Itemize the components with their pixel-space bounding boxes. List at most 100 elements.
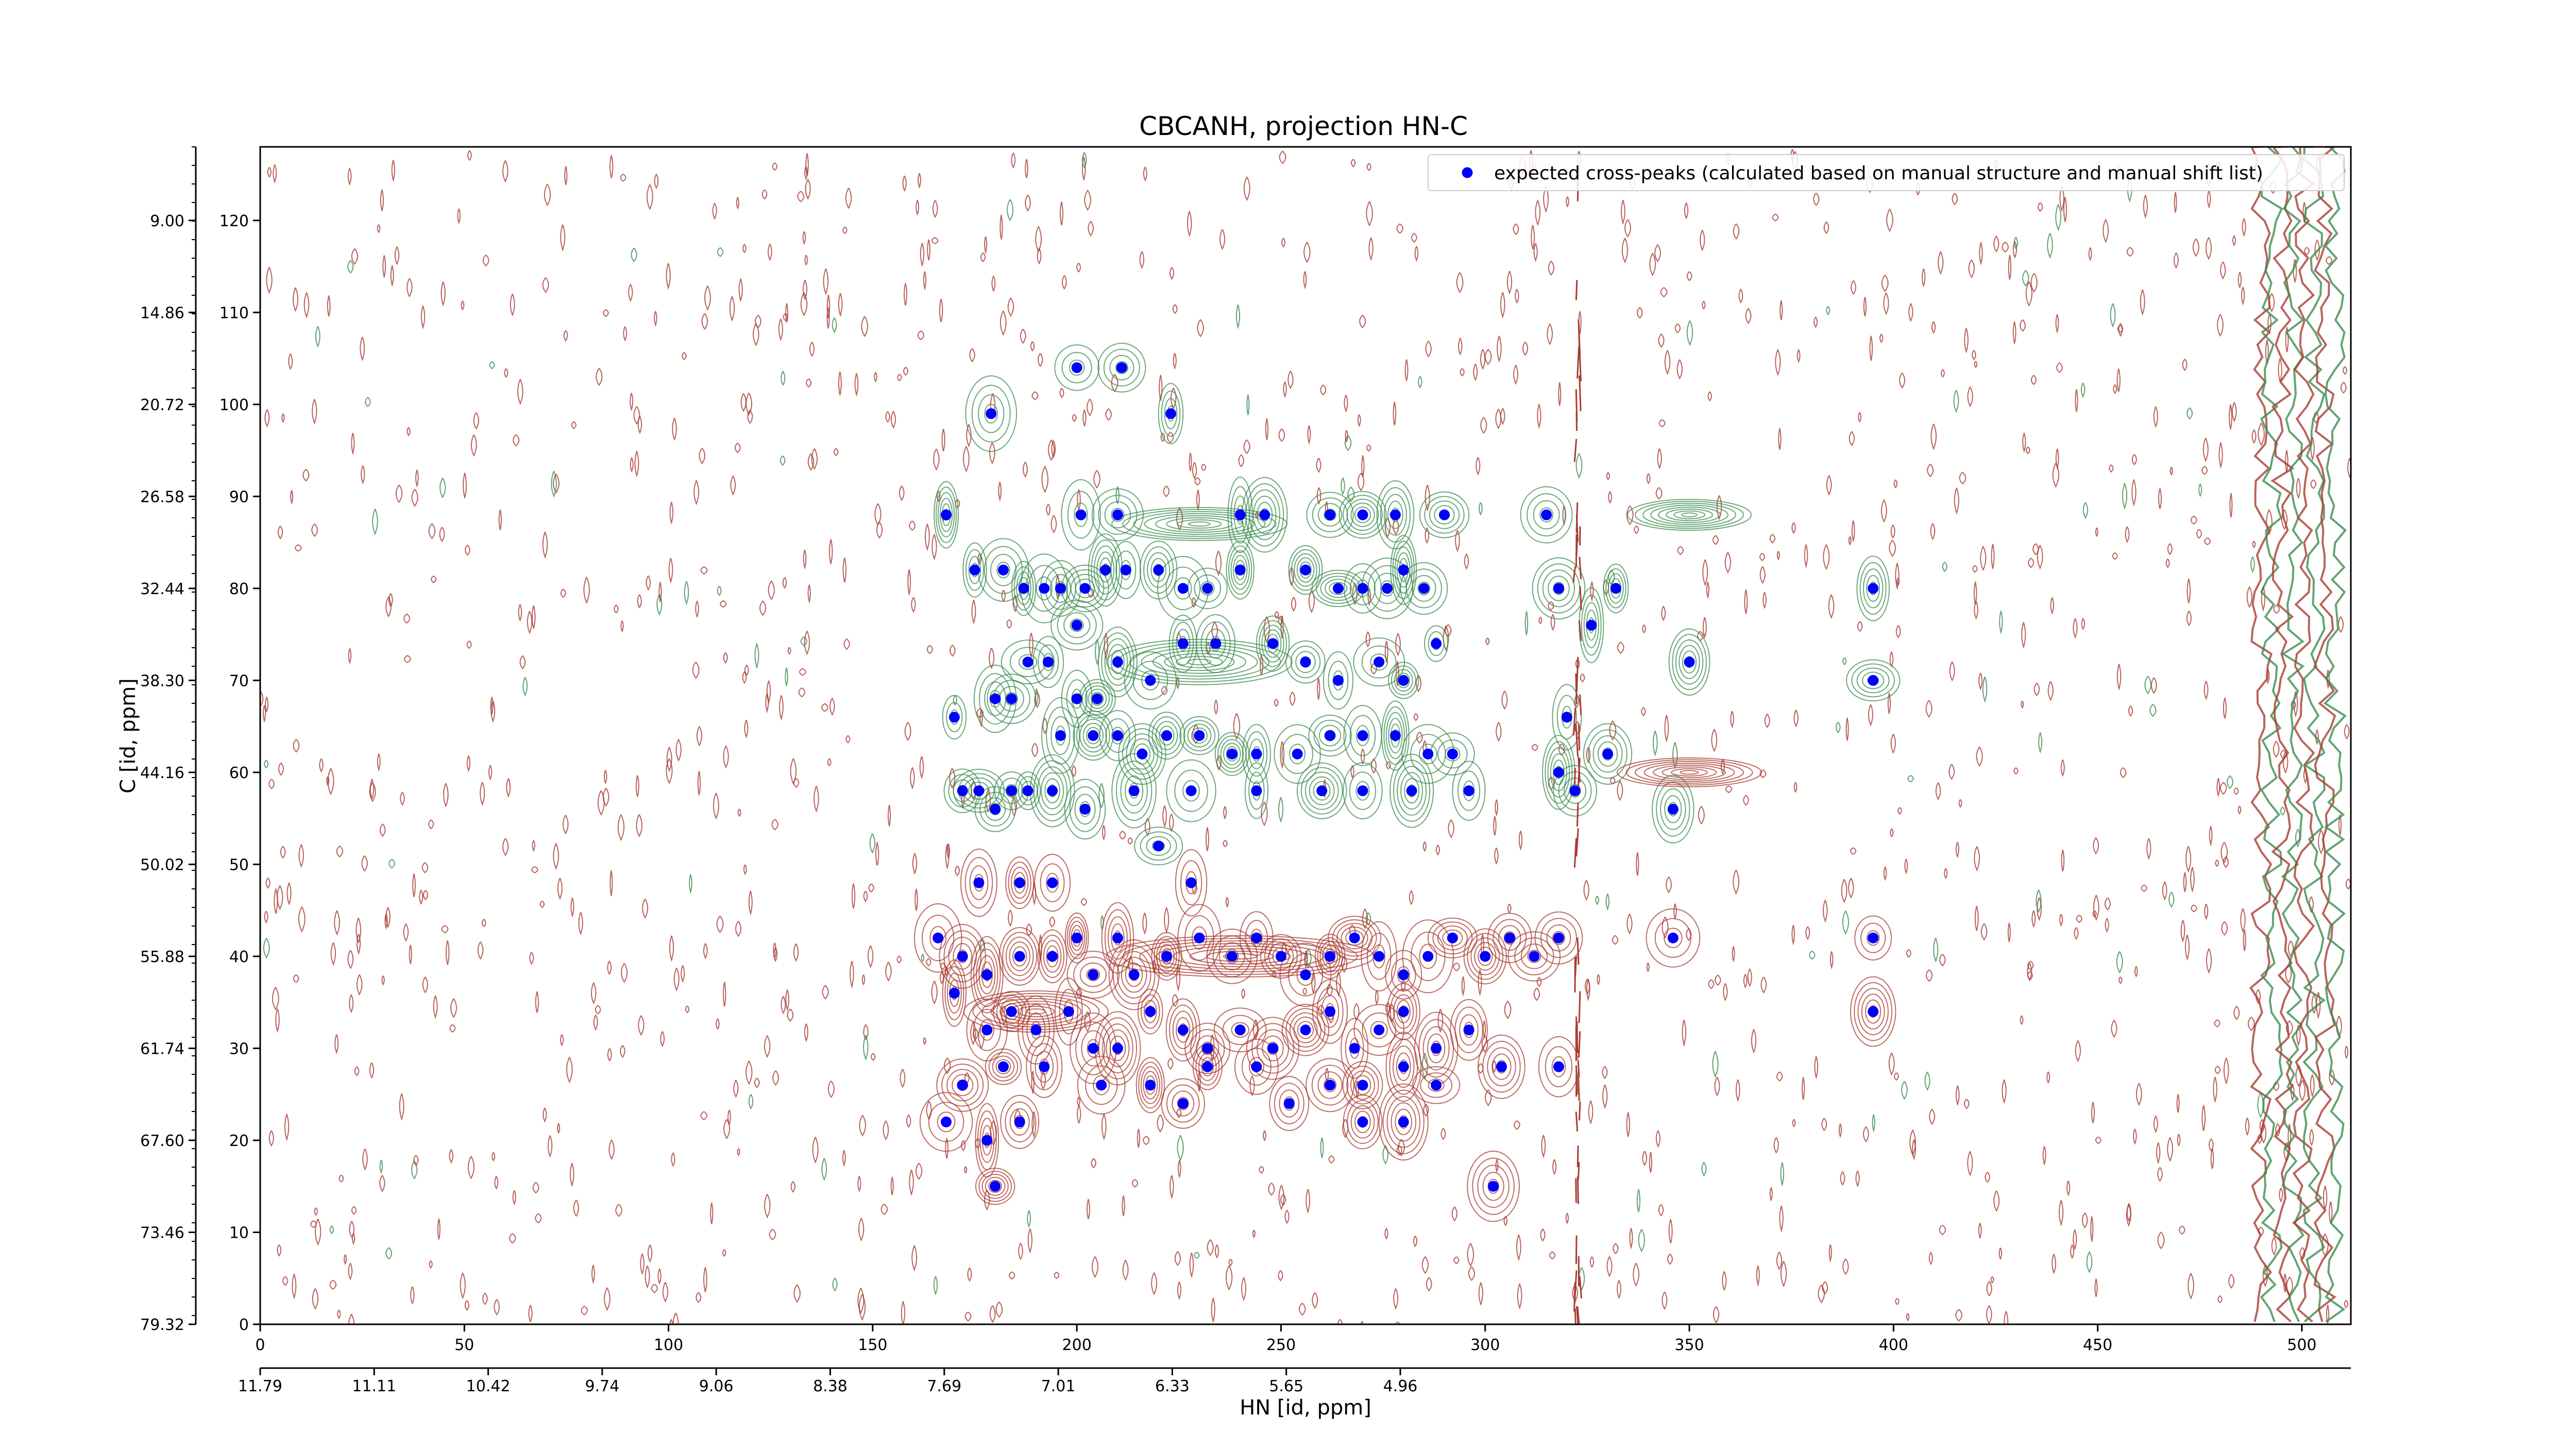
- noise-contour: [1101, 825, 1106, 841]
- peak-contour: [1248, 1057, 1264, 1077]
- peak-contour: [1121, 956, 1147, 993]
- noise-contour: [2141, 884, 2147, 892]
- peak-contour: [1044, 778, 1060, 803]
- noise-contour: [1565, 1212, 1569, 1224]
- peak-contour: [1288, 545, 1323, 595]
- peak-contour: [1299, 561, 1312, 579]
- noise-contour: [745, 1060, 753, 1085]
- noise-contour: [361, 465, 365, 485]
- noise-contour: [570, 898, 574, 918]
- peak-contour: [1109, 1035, 1126, 1062]
- noise-contour: [591, 1265, 595, 1284]
- peak-marker: [948, 712, 960, 723]
- peak-contour: [1166, 1084, 1200, 1123]
- peak-contour: [1394, 546, 1413, 594]
- noise-contour: [400, 791, 405, 806]
- peak-contour: [1000, 999, 1023, 1024]
- peak-contour: [1355, 781, 1370, 801]
- peak-marker: [1018, 583, 1029, 594]
- noise-contour: [2204, 903, 2209, 920]
- noise-contour: [1835, 721, 1841, 734]
- noise-contour: [656, 594, 663, 616]
- noise-contour: [1602, 1084, 1608, 1109]
- noise-contour: [2233, 1006, 2240, 1020]
- peak-contour: [1043, 940, 1062, 973]
- noise-contour: [513, 434, 520, 447]
- noise-contour: [767, 243, 772, 261]
- peak-marker: [1202, 583, 1213, 594]
- noise-contour: [609, 155, 614, 178]
- noise-contour: [419, 889, 423, 905]
- noise-contour: [1713, 1306, 1720, 1324]
- noise-contour: [759, 600, 767, 616]
- noise-contour: [940, 962, 945, 970]
- noise-contour: [2131, 454, 2137, 466]
- peak-contour: [1467, 933, 1503, 980]
- noise-contour: [904, 722, 911, 742]
- peak-marker: [1667, 932, 1679, 943]
- peak-contour: [1022, 1004, 1050, 1056]
- peak-marker: [1325, 1080, 1336, 1091]
- noise-contour: [2167, 543, 2173, 555]
- noise-contour: [1701, 1161, 1707, 1177]
- noise-contour: [1393, 401, 1397, 426]
- peak-contour: [1035, 1051, 1054, 1083]
- noise-contour: [361, 855, 368, 872]
- peak-contour: [1349, 771, 1377, 810]
- noise-contour: [379, 1159, 383, 1174]
- noise-contour: [535, 1213, 542, 1224]
- noise-contour: [805, 179, 811, 200]
- noise-contour: [543, 1107, 547, 1123]
- noise-contour: [1707, 391, 1712, 402]
- noise-contour: [1626, 914, 1633, 935]
- stripe-contour: [1578, 620, 1582, 641]
- noise-contour: [334, 1034, 339, 1054]
- noise-contour: [1500, 408, 1505, 426]
- noise-contour: [988, 648, 995, 669]
- peak-contour: [1385, 712, 1405, 760]
- noise-contour: [1963, 1099, 1970, 1109]
- peak-marker: [1030, 1024, 1042, 1036]
- noise-contour: [2008, 255, 2012, 280]
- noise-contour: [1046, 503, 1051, 516]
- noise-contour: [1759, 769, 1767, 779]
- noise-contour: [2220, 261, 2226, 280]
- peak-contour: [1532, 557, 1586, 620]
- noise-contour: [765, 693, 769, 714]
- noise-contour: [1982, 677, 1988, 703]
- peak-contour: [1478, 1034, 1526, 1099]
- noise-contour: [804, 255, 808, 266]
- noise-contour: [1351, 159, 1356, 167]
- peak-contour: [1179, 716, 1219, 755]
- noise-contour: [1911, 1139, 1916, 1160]
- peak-contour: [1120, 768, 1148, 814]
- noise-contour: [532, 840, 536, 852]
- peak-contour: [970, 936, 1004, 1014]
- peak-contour: [1101, 632, 1134, 692]
- peak-contour: [1652, 774, 1694, 844]
- noise-contour: [303, 292, 310, 318]
- peak-marker: [1300, 564, 1311, 576]
- peak-marker: [1259, 509, 1270, 520]
- peak-contour: [1417, 581, 1431, 596]
- noise-contour: [437, 1218, 440, 1240]
- peak-contour: [1865, 999, 1882, 1024]
- peak-marker: [1389, 509, 1401, 520]
- noise-contour: [1030, 341, 1035, 352]
- noise-contour: [1039, 934, 1042, 961]
- peak-marker: [1251, 932, 1262, 943]
- peak-contour: [1140, 1066, 1160, 1104]
- peak-contour: [1422, 1026, 1450, 1071]
- noise-contour: [1482, 1020, 1486, 1039]
- noise-contour: [1531, 225, 1535, 250]
- noise-contour: [2186, 610, 2192, 627]
- noise-contour: [1791, 522, 1796, 534]
- noise-contour: [2050, 597, 2055, 615]
- peak-marker: [1325, 730, 1336, 741]
- noise-contour: [2182, 359, 2188, 372]
- noise-contour: [1974, 846, 1980, 872]
- noise-contour: [931, 981, 938, 1005]
- noise-contour: [2128, 705, 2133, 717]
- peak-contour: [919, 1092, 973, 1152]
- secondary-x-tick-label: 11.79: [238, 1377, 282, 1395]
